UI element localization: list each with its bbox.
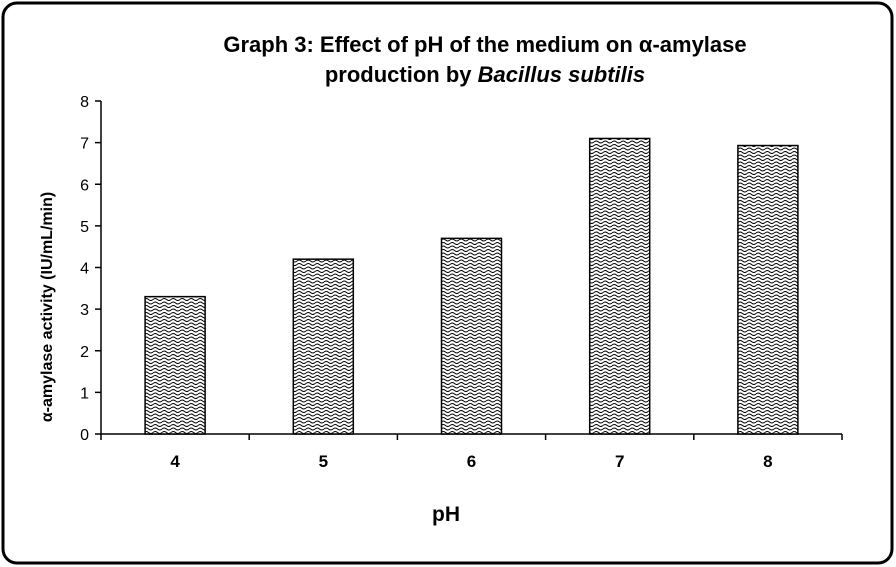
bar-ph-4 <box>144 295 206 435</box>
y-tick-label: 2 <box>80 344 89 361</box>
bar-ph-7 <box>588 137 651 435</box>
chart-title-prefix: production by <box>325 62 478 87</box>
y-tick-label: 3 <box>80 302 89 319</box>
y-tick-label: 4 <box>80 261 89 278</box>
y-tick-label: 8 <box>80 94 89 111</box>
x-tick-label: 5 <box>319 452 328 471</box>
bars <box>144 137 799 435</box>
y-tick-label: 1 <box>80 385 89 402</box>
x-ticks: 4 5 6 7 8 <box>100 434 843 471</box>
bar-ph-6 <box>440 237 503 435</box>
x-axis-label: pH <box>432 503 460 526</box>
y-tick-label: 7 <box>80 136 89 153</box>
y-axis-label: α-amylase activity (IU/mL/min) <box>39 192 56 422</box>
chart-title-species: Bacillus subtilis <box>478 62 646 87</box>
chart-title-line1: Graph 3: Effect of pH of the medium on α… <box>223 32 746 57</box>
y-tick-label: 5 <box>80 219 89 236</box>
x-tick-label: 6 <box>467 452 476 471</box>
y-tick-label: 6 <box>80 177 89 194</box>
x-tick-label: 7 <box>615 452 624 471</box>
y-tick-label: 0 <box>80 427 89 444</box>
bar-ph-5 <box>292 258 355 435</box>
y-ticks: 0 1 2 3 4 5 6 7 8 <box>80 94 101 444</box>
x-tick-label: 8 <box>763 452 772 471</box>
chart-title-line2: production by Bacillus subtilis <box>325 62 645 87</box>
bar-ph-8 <box>737 144 799 435</box>
x-tick-label: 4 <box>170 452 180 471</box>
